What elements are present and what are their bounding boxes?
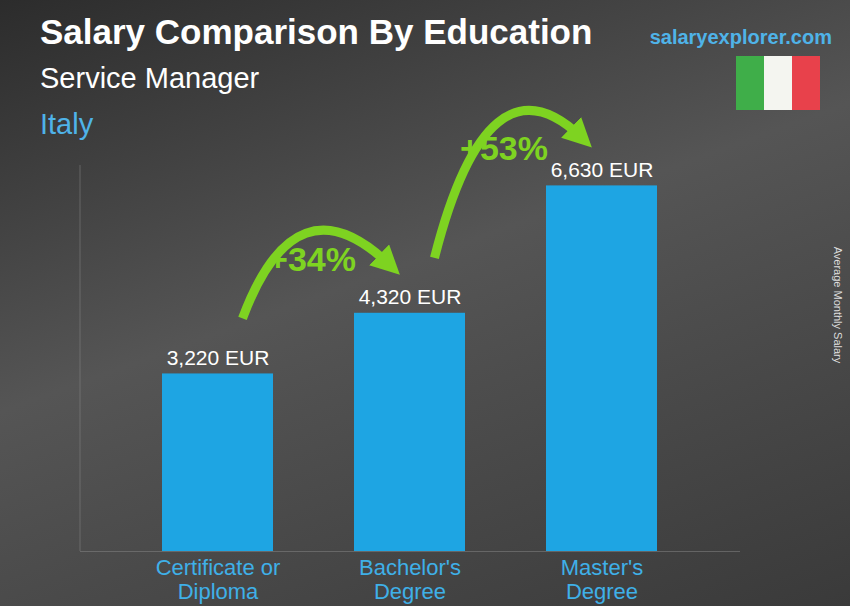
svg-text:6,630 EUR: 6,630 EUR: [551, 158, 654, 181]
svg-text:3,220 EUR: 3,220 EUR: [167, 346, 270, 369]
html-text:Salary Comparison By Education: Salary Comparison By Education: [40, 12, 593, 51]
svg-text:Master'sDegree: Master'sDegree: [561, 555, 643, 604]
html-text:Service Manager: Service Manager: [40, 62, 260, 94]
html-text:Italy: Italy: [40, 108, 94, 140]
svg-text:+34%: +34%: [268, 240, 356, 278]
svg-text:4,320 EUR: 4,320 EUR: [359, 285, 462, 308]
svg-text:+53%: +53%: [460, 129, 548, 167]
html-text:Average Monthly Salary: Average Monthly Salary: [832, 246, 844, 364]
svg-text:Certificate orDiploma: Certificate orDiploma: [156, 555, 281, 604]
html-text:salaryexplorer.com: salaryexplorer.com: [649, 26, 832, 48]
svg-text:Bachelor'sDegree: Bachelor'sDegree: [359, 555, 461, 604]
